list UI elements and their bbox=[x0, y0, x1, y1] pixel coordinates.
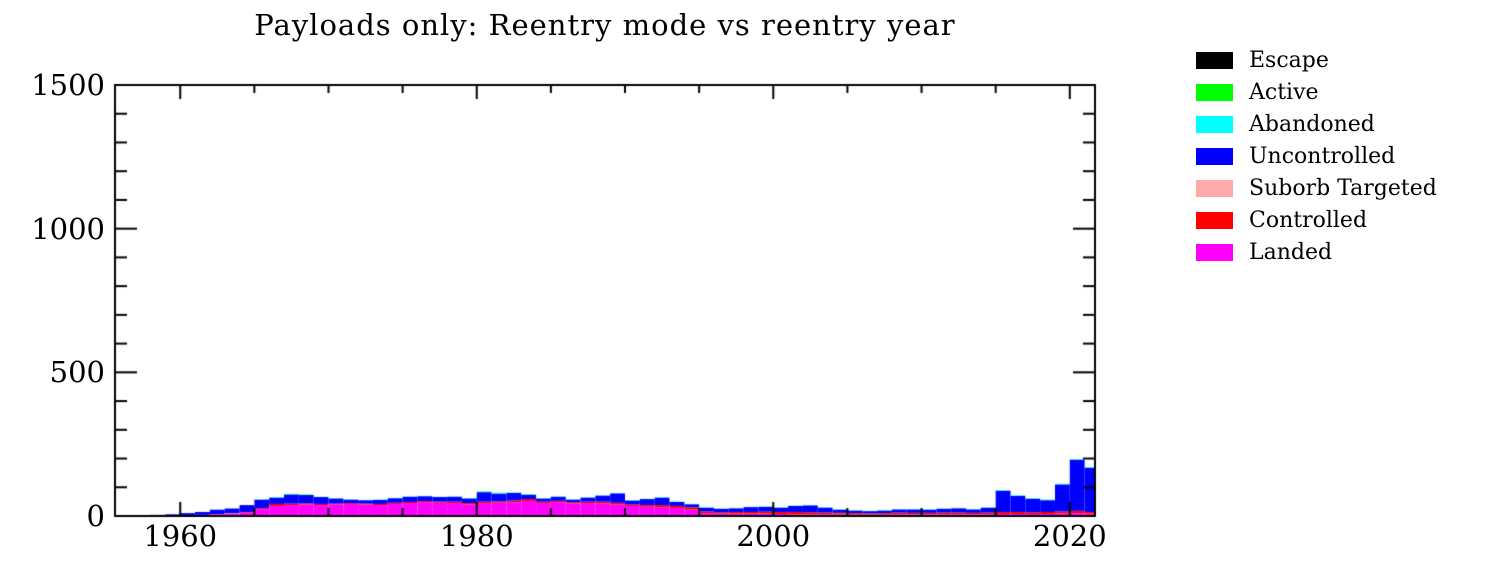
legend-swatch-uncontrolled bbox=[1196, 147, 1233, 165]
legend-swatch-escape bbox=[1196, 51, 1233, 69]
legend-swatch-suborb-targeted bbox=[1196, 179, 1233, 197]
legend-item-active: Active bbox=[1196, 76, 1437, 108]
legend-item-controlled: Controlled bbox=[1196, 204, 1437, 236]
legend-swatch-active bbox=[1196, 83, 1233, 101]
legend-item-uncontrolled: Uncontrolled bbox=[1196, 140, 1437, 172]
legend-item-escape: Escape bbox=[1196, 44, 1437, 76]
legend-swatch-controlled bbox=[1196, 211, 1233, 229]
y-tick-label: 1000 bbox=[31, 211, 105, 246]
x-tick-label: 1960 bbox=[143, 519, 218, 553]
legend-item-abandoned: Abandoned bbox=[1196, 108, 1437, 140]
chart-title: Payloads only: Reentry mode vs reentry y… bbox=[254, 8, 956, 42]
x-tick-label: 2000 bbox=[736, 519, 811, 553]
legend-swatch-abandoned bbox=[1196, 115, 1233, 133]
legend-label: Escape bbox=[1249, 47, 1329, 73]
legend-item-suborb-targeted: Suborb Targeted bbox=[1196, 172, 1437, 204]
legend-item-landed: Landed bbox=[1196, 236, 1437, 268]
legend-label: Uncontrolled bbox=[1249, 143, 1396, 169]
legend-label: Suborb Targeted bbox=[1249, 175, 1437, 201]
legend-label: Abandoned bbox=[1249, 111, 1375, 137]
legend-label: Landed bbox=[1249, 239, 1333, 265]
y-tick-label: 500 bbox=[49, 355, 105, 390]
chart-legend: Escape Active Abandoned Uncontrolled Sub… bbox=[1196, 44, 1437, 268]
y-tick-label: 0 bbox=[86, 499, 105, 533]
y-tick-label: 1500 bbox=[31, 68, 105, 102]
x-tick-label: 2020 bbox=[1032, 519, 1107, 553]
legend-swatch-landed bbox=[1196, 243, 1233, 261]
legend-label: Controlled bbox=[1249, 207, 1368, 233]
legend-label: Active bbox=[1249, 79, 1319, 105]
x-tick-label: 1980 bbox=[439, 519, 514, 553]
